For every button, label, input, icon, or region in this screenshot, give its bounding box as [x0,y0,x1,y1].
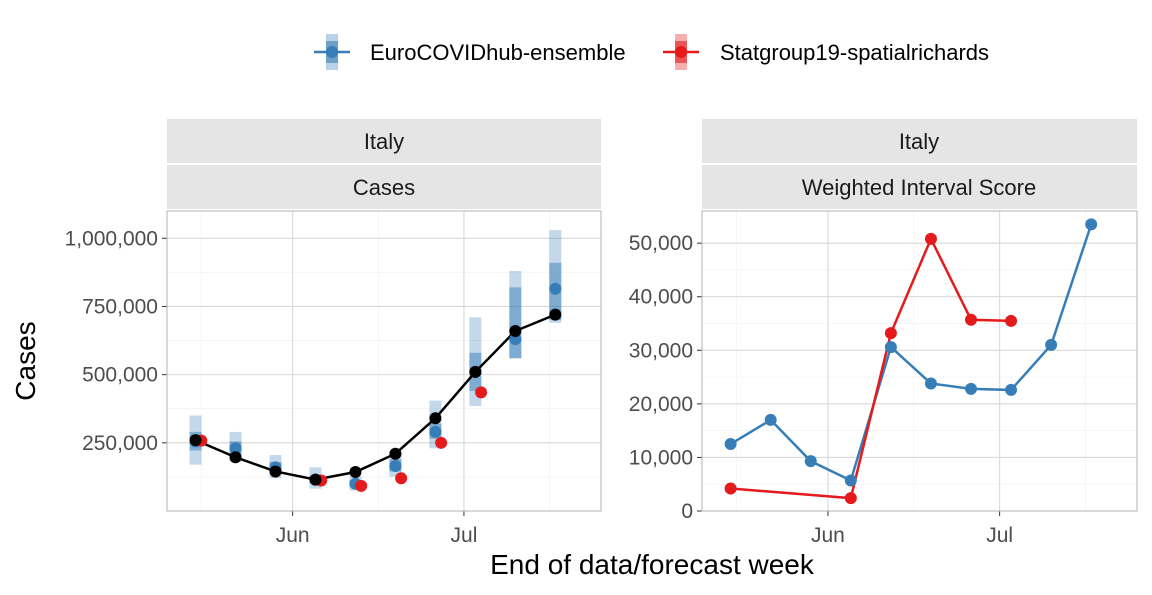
observed-cases-point [189,434,202,447]
observed-cases-line [195,313,556,481]
left-strip-location-label: Italy [364,129,404,154]
wis-statgroup-point [965,313,978,326]
wis-ensemble-point [804,455,817,468]
observed-cases-point [549,308,562,321]
cases-panel: 250,000 500,000 750,000 1,000,000 Jun Jul [65,210,602,547]
observed-cases-point [509,325,522,337]
cases-ensemble-point [429,425,442,438]
cases-x-tick-label: Jul [451,524,478,547]
right-strip-panel-label: Weighted Interval Score [802,175,1036,200]
cases-y-tick-label: 500,000 [82,364,158,387]
right-strip-location-label: Italy [899,129,939,154]
observed-cases-point [429,412,442,425]
left-strip-location [167,119,601,163]
right-facet-strips: Italy Weighted Interval Score [702,119,1137,209]
wis-ensemble-point [924,377,937,390]
right-strip-panel [702,165,1137,209]
legend-label-statgroup: Statgroup19-spatialrichards [720,40,989,65]
wis-y-tick-label: 0 [681,500,693,523]
wis-y-tick-label: 30,000 [629,339,693,362]
cases-ensemble-point [229,442,242,455]
legend-key-statgroup [663,34,699,70]
observed-cases-point [229,451,242,464]
wis-panel-background [701,210,1138,512]
legend-ensemble-point [326,46,338,58]
cases-statgroup-point [475,386,488,399]
wis-y-tick-label: 40,000 [629,286,693,309]
wis-y-tick-label: 10,000 [629,446,693,469]
right-strip-location [702,119,1137,163]
legend-key-ensemble [314,34,350,70]
left-strip-panel-label: Cases [353,175,415,200]
observed-cases-point [349,466,362,478]
wis-statgroup-point [844,492,857,505]
observed-cases-point [389,447,402,460]
cases-y-tick-label: 250,000 [82,432,158,455]
y-axis-title: Cases [10,321,41,400]
observed-cases-point [309,473,322,486]
wis-panel: 0 10,000 20,000 30,000 40,000 50,000 Jun Jul [629,210,1138,547]
wis-ensemble-point [884,341,897,354]
wis-statgroup-point [924,232,937,245]
wis-ensemble-point [764,413,777,426]
legend: EuroCOVIDhub-ensemble Statgroup19-spatia… [314,34,989,70]
wis-y-tick-label: 20,000 [629,393,693,416]
wis-statgroup-point [1005,314,1018,327]
x-axis-title: End of data/forecast week [490,549,815,580]
wis-ensemble-point [724,438,737,451]
wis-x-tick-label: Jul [986,524,1013,547]
observed-cases-point [269,465,282,478]
wis-ensemble-point [1045,338,1058,351]
wis-ensemble-point [1005,383,1018,396]
wis-ensemble-line [729,223,1093,483]
wis-ensemble-point [844,474,857,487]
wis-statgroup-point [884,327,897,340]
wis-x-tick-label: Jun [811,524,845,547]
wis-ensemble-point [1085,218,1098,231]
left-strip-panel [167,165,601,209]
wis-y-tick-label: 50,000 [629,232,693,255]
cases-panel-background [166,210,602,512]
wis-statgroup-line [730,235,1012,500]
cases-x-tick-label: Jun [276,524,310,547]
cases-ensemble-point [549,282,562,295]
left-facet-strips: Italy Cases [167,119,601,209]
cases-statgroup-point [395,472,408,485]
wis-panel-border [701,210,1138,512]
cases-statgroup-point [435,436,448,449]
cases-y-tick-label: 1,000,000 [65,227,158,250]
cases-panel-border [166,210,602,512]
cases-ensemble-interval-50 [509,287,522,359]
cases-statgroup-point [355,479,368,492]
legend-label-ensemble: EuroCOVIDhub-ensemble [370,40,626,65]
wis-statgroup-point [724,482,737,495]
wis-ensemble-point [965,382,978,395]
observed-cases-point [469,365,482,378]
cases-y-tick-label: 750,000 [82,295,158,318]
legend-statgroup-point [675,46,687,58]
cases-ensemble-point [389,460,402,472]
